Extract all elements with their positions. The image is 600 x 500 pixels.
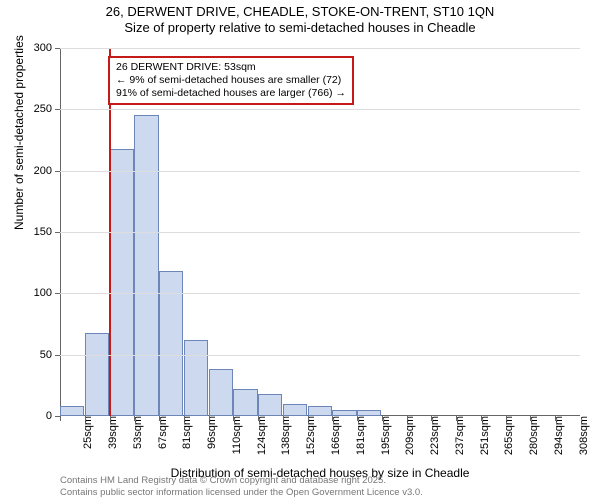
x-tick bbox=[407, 416, 408, 421]
x-tick bbox=[184, 416, 185, 421]
x-tick-label: 209sqm bbox=[398, 416, 416, 455]
y-tick bbox=[55, 171, 60, 172]
x-tick-label: 138sqm bbox=[274, 416, 292, 455]
y-tick-label: 300 bbox=[34, 42, 52, 54]
x-tick bbox=[555, 416, 556, 421]
bar bbox=[308, 406, 332, 416]
bar bbox=[184, 340, 208, 416]
credits-line2: Contains public sector information licen… bbox=[60, 487, 423, 498]
x-tick bbox=[332, 416, 333, 421]
x-tick bbox=[233, 416, 234, 421]
bar bbox=[209, 369, 233, 416]
annotation-line1: 26 DERWENT DRIVE: 53sqm bbox=[116, 61, 346, 74]
bar bbox=[233, 389, 257, 416]
x-tick bbox=[481, 416, 482, 421]
x-tick-label: 166sqm bbox=[324, 416, 342, 455]
x-tick bbox=[283, 416, 284, 421]
x-tick-label: 237sqm bbox=[448, 416, 466, 455]
x-tick bbox=[506, 416, 507, 421]
x-tick bbox=[308, 416, 309, 421]
x-tick-label: 124sqm bbox=[250, 416, 268, 455]
x-tick-label: 223sqm bbox=[423, 416, 441, 455]
bar bbox=[283, 404, 307, 416]
y-tick-label: 200 bbox=[34, 165, 52, 177]
gridline bbox=[60, 232, 580, 233]
x-tick bbox=[209, 416, 210, 421]
x-tick bbox=[382, 416, 383, 421]
y-tick-label: 250 bbox=[34, 103, 52, 115]
gridline bbox=[60, 109, 580, 110]
bar bbox=[110, 149, 134, 416]
y-tick-label: 100 bbox=[34, 287, 52, 299]
y-tick-label: 50 bbox=[40, 349, 52, 361]
gridline bbox=[60, 293, 580, 294]
x-tick bbox=[60, 416, 61, 421]
x-tick-label: 152sqm bbox=[299, 416, 317, 455]
x-tick-label: 251sqm bbox=[473, 416, 491, 455]
x-tick-label: 265sqm bbox=[497, 416, 515, 455]
y-tick-label: 0 bbox=[46, 410, 52, 422]
credits-line1: Contains HM Land Registry data © Crown c… bbox=[60, 475, 423, 486]
x-tick-label: 280sqm bbox=[522, 416, 540, 455]
annotation-line3: 91% of semi-detached houses are larger (… bbox=[116, 87, 346, 100]
x-tick bbox=[258, 416, 259, 421]
credits-block: Contains HM Land Registry data © Crown c… bbox=[60, 475, 423, 498]
x-tick-label: 294sqm bbox=[547, 416, 565, 455]
x-tick bbox=[134, 416, 135, 421]
x-tick-label: 110sqm bbox=[225, 416, 243, 454]
chart-title-block: 26, DERWENT DRIVE, CHEADLE, STOKE-ON-TRE… bbox=[0, 0, 600, 37]
x-tick-label: 181sqm bbox=[349, 416, 367, 455]
bar bbox=[60, 406, 84, 416]
y-axis-title: Number of semi-detached properties bbox=[12, 35, 26, 230]
annotation-line2: ← 9% of semi-detached houses are smaller… bbox=[116, 74, 346, 87]
y-tick bbox=[55, 232, 60, 233]
x-tick bbox=[110, 416, 111, 421]
x-tick-label: 195sqm bbox=[374, 416, 392, 455]
chart-title-line2: Size of property relative to semi-detach… bbox=[0, 20, 600, 36]
y-tick bbox=[55, 109, 60, 110]
gridline bbox=[60, 171, 580, 172]
x-tick bbox=[530, 416, 531, 421]
x-tick bbox=[456, 416, 457, 421]
gridline bbox=[60, 355, 580, 356]
y-tick bbox=[55, 293, 60, 294]
x-tick bbox=[159, 416, 160, 421]
y-tick bbox=[55, 48, 60, 49]
annotation-box: 26 DERWENT DRIVE: 53sqm ← 9% of semi-det… bbox=[108, 56, 354, 105]
x-tick bbox=[85, 416, 86, 421]
gridline bbox=[60, 48, 580, 49]
x-tick-label: 308sqm bbox=[572, 416, 590, 455]
chart-title-line1: 26, DERWENT DRIVE, CHEADLE, STOKE-ON-TRE… bbox=[0, 4, 600, 20]
y-tick bbox=[55, 355, 60, 356]
bar bbox=[85, 333, 109, 416]
bar bbox=[134, 115, 158, 416]
plot-area: 26 DERWENT DRIVE: 53sqm ← 9% of semi-det… bbox=[60, 48, 580, 416]
x-tick bbox=[357, 416, 358, 421]
bar bbox=[258, 394, 282, 416]
x-tick bbox=[431, 416, 432, 421]
y-tick-label: 150 bbox=[34, 226, 52, 238]
